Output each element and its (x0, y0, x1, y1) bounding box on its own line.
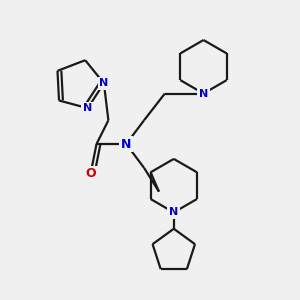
Text: N: N (83, 103, 92, 113)
Text: N: N (99, 78, 109, 88)
Text: N: N (199, 88, 208, 98)
Text: O: O (85, 167, 96, 180)
Text: N: N (121, 138, 131, 151)
Text: N: N (169, 207, 178, 218)
